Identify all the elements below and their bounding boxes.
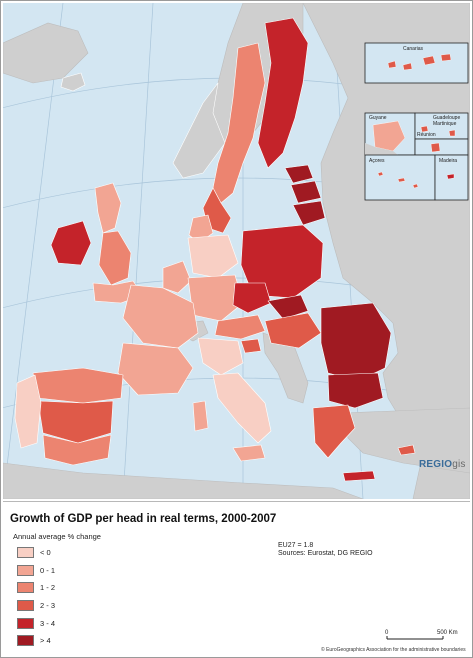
benelux-region <box>162 260 192 294</box>
legend-label: 1 - 2 <box>40 583 56 593</box>
legend-label: < 0 <box>40 548 51 558</box>
eu27-note: EU27 = 1.8 <box>278 542 314 549</box>
sweden-region <box>212 42 266 204</box>
legend-swatch <box>17 600 34 612</box>
spain-south-region <box>42 434 112 466</box>
scale-start-label: 0 <box>385 630 389 636</box>
portugal-region <box>14 374 42 449</box>
sardinia-region <box>192 400 209 432</box>
scale-bar: 0 500 Km <box>385 630 458 640</box>
legend-item: 0 - 1 <box>17 562 137 580</box>
legend-swatch <box>17 547 34 559</box>
inset-panels: Canarias Guyane Guadeloupe Martinique Ré… <box>364 42 469 201</box>
inset-martinique-label: Martinique <box>433 121 457 127</box>
poland-region <box>240 224 324 299</box>
inset-guyane: Guyane <box>364 112 416 156</box>
copyright-note: © EuroGeographics Association for the ad… <box>321 647 466 653</box>
hungary-region <box>264 312 322 349</box>
inset-acores: Açores <box>364 154 436 201</box>
inset-reunion-label: Réunion <box>417 132 436 138</box>
divider <box>3 501 470 502</box>
legend-item: < 0 <box>17 544 137 562</box>
eu-regions <box>14 17 416 482</box>
ireland-region <box>50 220 92 266</box>
inset-guyane-label: Guyane <box>369 115 387 121</box>
legend-label: 3 - 4 <box>40 618 56 628</box>
cyprus-region <box>397 444 416 456</box>
iceland-region <box>60 72 86 92</box>
spain-north-region <box>32 367 124 404</box>
france-south-region <box>117 342 194 396</box>
slovenia-region <box>240 338 262 354</box>
inset-madeira-label: Madeira <box>439 158 457 164</box>
sicily-region <box>232 444 266 462</box>
inset-canarias-label: Canarias <box>403 46 424 52</box>
lithuania-region <box>292 200 326 226</box>
austria-region <box>214 314 266 340</box>
latvia-region <box>290 180 322 204</box>
scale-end-label: 500 Km <box>437 630 458 636</box>
legend-label: > 4 <box>40 636 51 646</box>
crete-region <box>342 470 376 482</box>
slovakia-region <box>267 294 309 320</box>
italy-south-region <box>212 372 272 444</box>
inset-guadeloupe-martinique: Guadeloupe Martinique <box>414 112 469 140</box>
uk-middle-region <box>98 230 132 286</box>
legend-swatch <box>17 617 34 629</box>
czech-region <box>232 282 272 314</box>
inset-guadeloupe-label: Guadeloupe <box>433 115 460 121</box>
legend-swatch <box>17 564 34 576</box>
inset-acores-label: Açores <box>369 158 385 164</box>
legend-item: 2 - 3 <box>17 597 137 615</box>
inset-canarias: Canarias <box>364 42 469 84</box>
legend-swatch <box>17 635 34 647</box>
legend-item: 3 - 4 <box>17 614 137 632</box>
bulgaria-region <box>327 372 384 409</box>
germany-north-region <box>187 234 239 279</box>
france-north-region <box>122 284 199 349</box>
legend-item: > 4 <box>17 632 137 650</box>
legend-label: 0 - 1 <box>40 565 56 575</box>
legend: < 0 0 - 1 1 - 2 2 - 3 3 - 4 > 4 <box>17 544 137 650</box>
inset-reunion: Réunion <box>414 132 469 156</box>
spain-central-region <box>37 400 114 444</box>
estonia-region <box>284 164 314 184</box>
finland-region <box>257 17 309 169</box>
legend-label: 2 - 3 <box>40 601 56 611</box>
map-title: Growth of GDP per head in real terms, 20… <box>10 513 277 525</box>
legend-item: 1 - 2 <box>17 579 137 597</box>
uk-north-region <box>94 182 122 234</box>
greece-region <box>312 404 356 459</box>
legend-subtitle: Annual average % change <box>13 532 101 541</box>
sources-note: Sources: Eurostat, DG REGIO <box>278 550 373 557</box>
italy-north-region <box>197 337 244 376</box>
norway-region <box>172 82 226 179</box>
regiogis-logo: REGIOgis <box>419 459 466 470</box>
legend-swatch <box>17 582 34 594</box>
europe-map: Canarias Guyane Guadeloupe Martinique Ré… <box>3 3 470 499</box>
inset-madeira: Madeira <box>434 154 469 201</box>
